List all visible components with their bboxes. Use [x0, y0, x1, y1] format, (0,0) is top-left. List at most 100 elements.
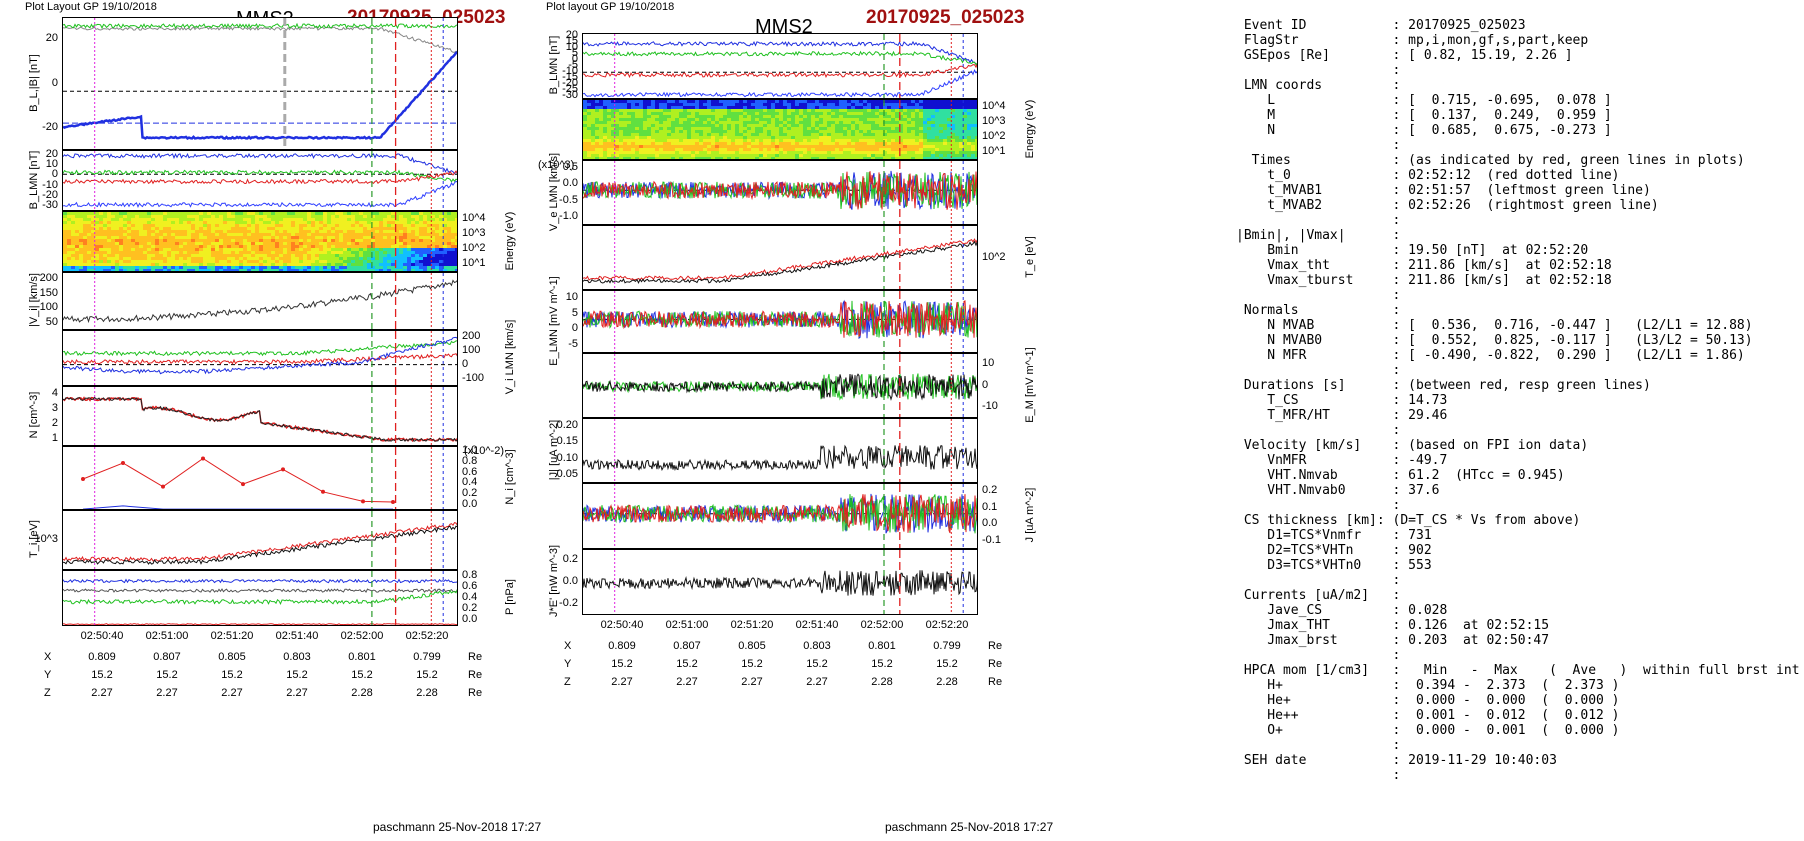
y-tick-label: -1.0 — [559, 209, 578, 222]
y-tick-label: 0 — [571, 322, 578, 335]
y-tick-label: -10 — [562, 65, 578, 77]
panel-plot — [63, 387, 457, 445]
x-tick-label: 02:51:00 — [145, 630, 189, 642]
series-line — [63, 578, 457, 584]
panel-plot — [583, 226, 977, 289]
panel-e — [582, 290, 978, 353]
y-tick-label-right: 10^2 — [982, 130, 1006, 143]
series-line — [63, 26, 457, 53]
panel-plot — [583, 34, 977, 98]
series-line — [583, 50, 977, 66]
metadata-line: : — [1236, 363, 1401, 378]
metadata-line: L : [ 0.715, -0.695, 0.078 ] — [1236, 93, 1612, 108]
metadata-line: T_MFR/HT : 29.46 — [1236, 408, 1448, 423]
y-tick-label-right: 0.8 — [462, 568, 478, 581]
position-value: 0.805 — [218, 651, 246, 663]
series-line — [583, 238, 977, 281]
y-tick-label: 20 — [565, 29, 578, 41]
data-point — [391, 500, 395, 505]
series-line — [63, 396, 457, 442]
y-tick-label-right: 0.2 — [982, 484, 998, 497]
panel-plot — [63, 18, 457, 149]
panel-ti — [62, 510, 458, 570]
position-unit: Re — [468, 687, 483, 699]
y-tick-label-right: -100 — [462, 372, 485, 384]
y-tick-label: 10^3 — [34, 533, 58, 545]
series-line — [63, 623, 457, 625]
event-title: 20170925_025023 — [866, 7, 1025, 28]
series-line — [63, 525, 457, 565]
data-point — [201, 456, 205, 461]
series-line — [583, 40, 977, 65]
metadata-line: VHT.Nmvab0 : 37.6 — [1236, 483, 1440, 498]
metadata-line: : — [1236, 138, 1401, 153]
y-tick-label-right: 0.8 — [462, 455, 478, 467]
y-tick-label-right: 0.4 — [462, 591, 478, 603]
y-tick-label-right: 100 — [462, 344, 481, 356]
y-tick-label-right: 10^2 — [462, 242, 486, 255]
series-line — [583, 494, 977, 534]
position-value: 2.28 — [936, 676, 958, 688]
layout-label: Plot layout GP 19/10/2018 — [546, 1, 675, 13]
panel-plot — [583, 291, 977, 352]
y-axis-label-right: E_M [mV m^-1] — [1024, 346, 1036, 423]
data-point — [81, 477, 85, 481]
position-value: 0.807 — [673, 640, 701, 652]
y-tick-label: 5 — [571, 47, 578, 59]
position-value: 15.2 — [741, 658, 763, 670]
y-axis-label-right: Energy (eV) — [504, 211, 516, 270]
series-line — [63, 152, 457, 175]
metadata-line: M : [ 0.137, 0.249, 0.959 ] — [1236, 108, 1612, 123]
metadata-line: : — [1236, 768, 1401, 783]
position-value: 0.807 — [153, 651, 181, 663]
y-tick-label: 0.2 — [562, 553, 578, 565]
y-tick-label-right: 10^2 — [982, 250, 1006, 263]
y-tick-label: 0.20 — [556, 419, 578, 432]
series-line — [583, 373, 977, 401]
position-value: 0.805 — [738, 640, 766, 652]
y-tick-label: -15 — [562, 71, 578, 83]
panel-blmn — [62, 150, 458, 211]
series-line — [63, 50, 457, 141]
footer-credit: paschmann 25-Nov-2018 17:27 — [885, 820, 1054, 834]
panel-vilmn — [62, 330, 458, 386]
data-point — [161, 484, 165, 489]
panel-j — [582, 418, 978, 483]
x-tick-label: 02:52:20 — [925, 619, 969, 631]
metadata-line: VnMFR : -49.7 — [1236, 453, 1448, 468]
y-tick-label-right: 1.0 — [462, 444, 478, 457]
metadata-line: |Bmin|, |Vmax| : — [1236, 228, 1401, 243]
metadata-line: D2=TCS*VHTn : 902 — [1236, 543, 1432, 558]
position-value: 15.2 — [611, 658, 633, 670]
data-point — [321, 489, 325, 494]
position-unit: Re — [468, 669, 483, 681]
y-tick-label: -30 — [42, 198, 58, 211]
series-line — [583, 63, 977, 79]
metadata-line: He+ : 0.000 - 0.000 ( 0.000 ) — [1236, 693, 1620, 708]
y-axis-label-right: P [nPa] — [504, 579, 516, 615]
x-tick-label: 02:50:40 — [80, 630, 124, 642]
position-value: 2.27 — [156, 687, 178, 699]
metadata-line: O+ : 0.000 - 0.001 ( 0.000 ) — [1236, 723, 1620, 738]
panel-plot — [583, 161, 977, 224]
panel-plot — [583, 550, 977, 614]
y-tick-label: 10 — [565, 41, 578, 53]
metadata-line: : — [1236, 63, 1401, 78]
series-line — [583, 171, 977, 210]
y-tick-label-right: -0.1 — [982, 533, 1001, 546]
y-axis-label-right: T_e [eV] — [1024, 235, 1036, 278]
layout-label: Plot Layout GP 19/10/2018 — [25, 1, 157, 13]
y-tick-label-right: 0.0 — [462, 497, 478, 510]
position-value: 15.2 — [221, 669, 243, 681]
metadata-line: SEH date : 2019-11-29 10:40:03 — [1236, 753, 1557, 768]
y-tick-label: 200 — [39, 272, 58, 285]
y-tick-label-right: 0 — [462, 358, 469, 370]
panel-bl — [62, 17, 458, 150]
series-line — [63, 340, 457, 357]
y-tick-label-right: 0.1 — [982, 500, 998, 513]
metadata-line: : — [1236, 423, 1401, 438]
panel-spec — [62, 211, 458, 272]
y-tick-label: 0.15 — [556, 435, 578, 448]
series-line — [583, 69, 977, 98]
series-line — [82, 505, 393, 509]
